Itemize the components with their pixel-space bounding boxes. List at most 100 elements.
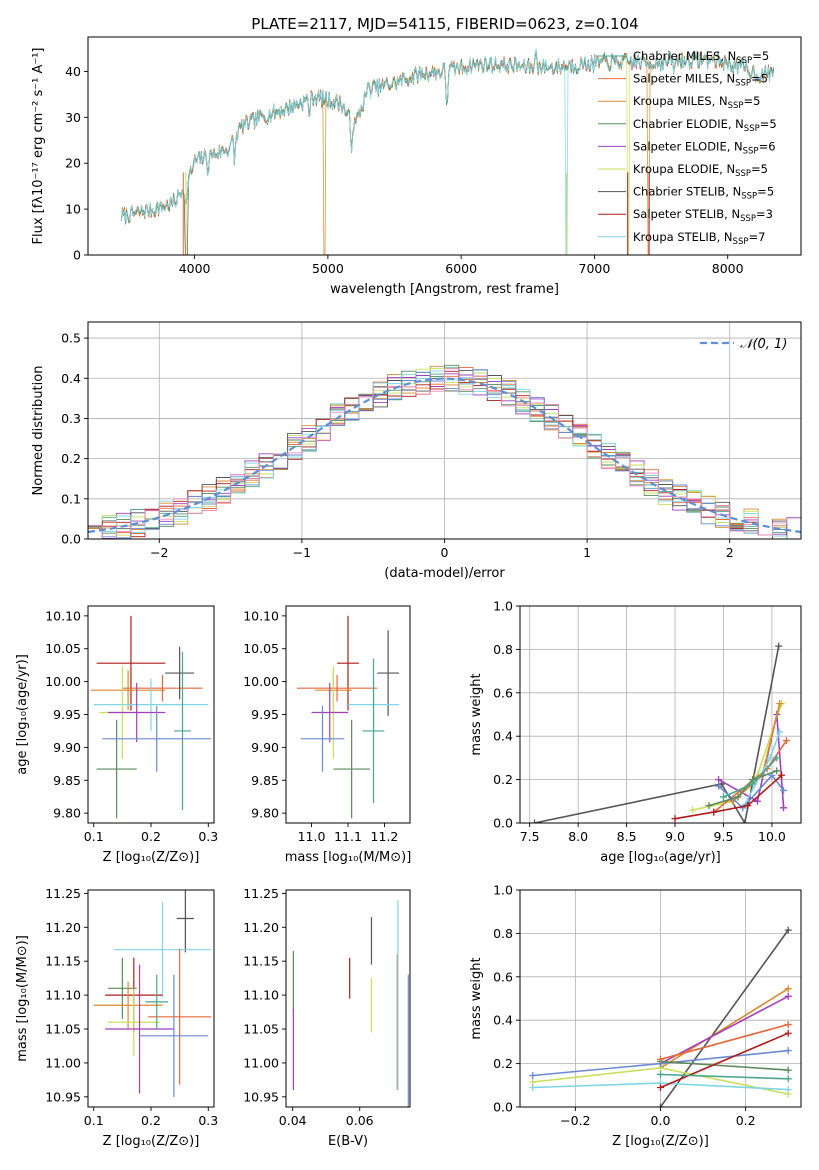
mass-vs-extinction-panel: 0.04 0.06 10.95 11.00 11.05 11.10 11.15 11.20 11… (243, 886, 411, 1149)
x-tick-label: 8000 (712, 261, 744, 276)
y-axis-label: Normed distribution (31, 366, 46, 496)
plot-area (296, 615, 400, 819)
legend-nssp-prefix: , N (717, 230, 733, 244)
y-tick-label: 9.80 (251, 806, 279, 821)
y-tick-label: 10.95 (243, 1089, 279, 1104)
weight-point (773, 767, 781, 775)
plot-area (120, 48, 775, 255)
y-axis-label: mass weight (469, 957, 484, 1039)
legend-entry: Salpeter ELODIE, NSSP=6 (633, 139, 776, 156)
legend-model-name: Kroupa STELIB (633, 230, 717, 244)
legend-nssp-value: 6 (768, 139, 775, 153)
weight-series-line (660, 1032, 789, 1089)
weight-point (784, 926, 792, 934)
plot-area (531, 642, 790, 823)
x-tick-label: 11.0 (298, 829, 326, 844)
plot-area (529, 926, 792, 1107)
histogram-step (88, 368, 801, 539)
x-tick-label: 0.3 (198, 1113, 218, 1128)
x-axis-label: E(B-V) (328, 1134, 368, 1149)
weight-point (715, 782, 723, 790)
weight-series-line (660, 1073, 789, 1080)
axes-frame (87, 889, 215, 1108)
weight-series-line (660, 988, 789, 1069)
y-tick-label: 0.1 (61, 491, 81, 506)
legend-nssp-value: 5 (767, 185, 774, 199)
plot-area (93, 890, 212, 1097)
y-tick-label: 0.0 (493, 1100, 513, 1115)
legend-nssp-eq: = (743, 94, 753, 108)
weight-point (778, 771, 786, 779)
legend-entry: Chabrier MILES, NSSP=5 (633, 49, 769, 66)
weight-point (782, 737, 790, 745)
y-tick-label: 9.95 (53, 707, 81, 722)
spectrum-panel: 4000 5000 6000 7000 8000 0 10 20 30 40 wavelength … (31, 36, 802, 297)
y-tick-label: 9.95 (251, 707, 279, 722)
legend-nssp-subscript: SSP (744, 124, 760, 134)
x-tick-label: 7000 (579, 261, 611, 276)
y-axis-label: mass weight (469, 673, 484, 755)
legend-model-name: Kroupa ELODIE (633, 162, 719, 176)
weight-series-line (674, 774, 783, 820)
legend-nssp-eq: = (752, 49, 762, 63)
y-tick-label: 0.4 (61, 371, 81, 386)
weight-point (773, 754, 781, 762)
legend-nssp-prefix: , N (725, 185, 741, 199)
weight-point (784, 1086, 792, 1094)
x-tick-label: 11.1 (334, 829, 362, 844)
legend-entry: Salpeter STELIB, NSSP=3 (633, 207, 773, 224)
y-tick-label: 11.20 (243, 920, 279, 935)
y-tick-label: 0.0 (61, 532, 81, 547)
legend-nssp-eq: = (756, 207, 766, 221)
y-tick-label: 0.0 (493, 816, 513, 831)
weight-vs-age-panel: 7.5 8.0 8.5 9.0 9.5 10.0 0.0 0.2 0.4 0.6 0.8 1.0 age… (469, 599, 802, 865)
y-tick-label: 10.05 (243, 641, 279, 656)
y-tick-label: 9.85 (53, 773, 81, 788)
y-tick-label: 11.25 (45, 886, 81, 901)
weight-vs-metallicity-panel: −0.2 0.0 0.2 0.0 0.2 0.4 0.6 0.8 1.0 Z [log₁₀(Z/Z… (469, 883, 802, 1149)
axes-frame (87, 321, 802, 540)
weight-point (749, 780, 757, 788)
legend-nssp-eq: = (757, 185, 767, 199)
weight-point (744, 802, 752, 810)
x-axis-label: Z [log₁₀(Z/Z⊙)] (103, 1134, 200, 1149)
y-axis-label: age [log₁₀(age/yr)] (15, 654, 30, 775)
legend-entry: Kroupa MILES, NSSP=5 (633, 94, 760, 111)
weight-point (784, 985, 792, 993)
x-tick-label: 0.2 (141, 1113, 161, 1128)
y-tick-label: 10.95 (45, 1089, 81, 1104)
x-tick-label: 2 (726, 545, 734, 560)
weight-series-line (742, 731, 781, 809)
y-tick-label: 30 (65, 110, 81, 125)
weight-point (671, 815, 679, 823)
legend-model-name: Chabrier MILES (633, 49, 720, 63)
weight-point (784, 1047, 792, 1055)
legend-nssp-eq: = (759, 139, 769, 153)
axes-frame (87, 605, 215, 824)
weight-point (688, 806, 696, 814)
weight-point (657, 1083, 664, 1091)
x-axis-label: (data-model)/error (384, 566, 505, 581)
x-axis-label: mass [log₁₀(M/M⊙)] (285, 850, 412, 865)
x-tick-label: 1 (583, 545, 591, 560)
x-tick-label: 6000 (445, 261, 477, 276)
x-axis-label: age [log₁₀(age/yr)] (600, 850, 721, 865)
x-axis-label: Z [log₁₀(Z/Z⊙)] (612, 1134, 709, 1149)
legend-nssp-value: 5 (761, 162, 768, 176)
x-tick-label: 11.2 (371, 829, 399, 844)
y-tick-label: 11.25 (243, 886, 279, 901)
x-tick-label: 0.0 (651, 1113, 671, 1128)
x-tick-label: −0.2 (560, 1113, 590, 1128)
legend-nssp-subscript: SSP (735, 79, 751, 89)
weight-point (657, 1070, 664, 1078)
legend-nssp-value: 3 (766, 207, 773, 221)
age-vs-mass-panel: 11.0 11.1 11.2 9.80 9.85 9.90 9.95 10.00 10.05 10… (243, 605, 412, 865)
y-axis-label: mass [log₁₀(M/M⊙)] (15, 935, 30, 1062)
weight-point (705, 802, 713, 810)
residuals-panel: −2 −1 0 1 2 0.0 0.1 0.2 0.3 0.4 0.5 (data-model)/er… (31, 321, 802, 581)
y-tick-label: 0.6 (493, 685, 513, 700)
weight-point (529, 1083, 537, 1091)
plot-area (90, 615, 212, 819)
weight-point (784, 992, 792, 1000)
normal-reference-curve (88, 377, 801, 534)
